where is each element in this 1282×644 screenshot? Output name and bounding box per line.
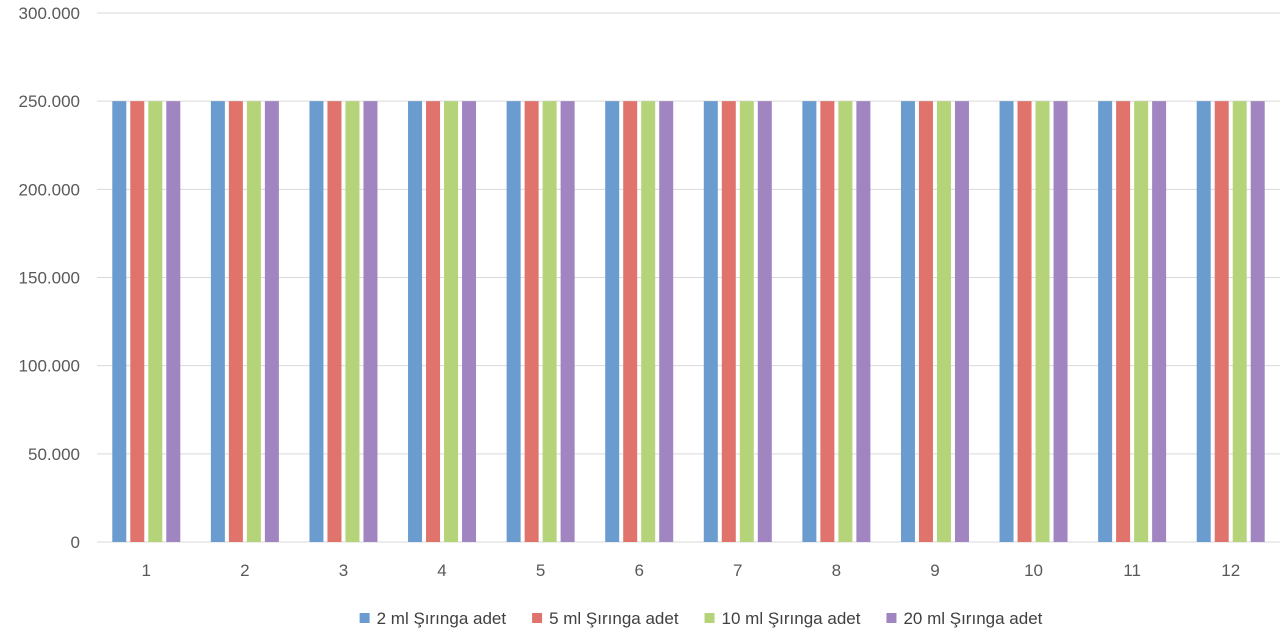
bar-2-6: [623, 101, 638, 543]
y-tick-label: 300.000: [19, 4, 80, 23]
bar-1-12: [1196, 101, 1211, 543]
bar-1-10: [999, 101, 1014, 543]
bar-1-11: [1098, 101, 1113, 543]
legend-label-2: 5 ml Şırınga adet: [549, 609, 679, 628]
bar-4-12: [1250, 101, 1265, 543]
bar-3-7: [739, 101, 754, 543]
bar-3-11: [1134, 101, 1149, 543]
x-tick-label: 5: [536, 561, 545, 580]
y-tick-label: 150.000: [19, 269, 80, 288]
bar-4-11: [1152, 101, 1167, 543]
y-tick-label: 100.000: [19, 357, 80, 376]
legend-label-4: 20 ml Şırınga adet: [903, 609, 1042, 628]
bar-2-7: [721, 101, 736, 543]
x-tick-label: 12: [1221, 561, 1240, 580]
x-tick-label: 11: [1123, 561, 1141, 580]
bar-1-2: [210, 101, 225, 543]
y-tick-label: 0: [71, 533, 80, 552]
bar-2-4: [426, 101, 441, 543]
bar-4-3: [363, 101, 378, 543]
x-tick-label: 9: [930, 561, 939, 580]
x-axis-ticks: 1 2 3 4 5 6 7 8 9 10 11 12: [142, 561, 1241, 580]
bar-4-9: [954, 101, 969, 543]
bar-3-9: [936, 101, 951, 543]
bar-2-8: [820, 101, 835, 543]
bar-4-1: [166, 101, 181, 543]
bar-4-8: [856, 101, 871, 543]
bar-4-10: [1053, 101, 1068, 543]
bar-2-10: [1017, 101, 1032, 543]
bar-3-5: [542, 101, 557, 543]
bar-1-3: [309, 101, 324, 543]
bar-2-1: [130, 101, 145, 543]
bar-3-3: [345, 101, 360, 543]
bar-2-2: [228, 101, 243, 543]
x-tick-label: 2: [240, 561, 249, 580]
bar-4-4: [462, 101, 477, 543]
x-tick-label: 8: [832, 561, 841, 580]
legend-swatch-4: [886, 613, 897, 623]
bar-2-9: [918, 101, 933, 543]
legend-swatch-2: [532, 613, 543, 623]
bar-1-7: [703, 101, 718, 543]
bar-4-7: [757, 101, 772, 543]
x-tick-label: 4: [437, 561, 446, 580]
x-tick-label: 1: [142, 561, 151, 580]
bar-1-5: [506, 101, 521, 543]
x-tick-label: 3: [339, 561, 348, 580]
bar-1-6: [605, 101, 620, 543]
bar-4-5: [560, 101, 575, 543]
y-tick-label: 250.000: [19, 92, 80, 111]
gridlines: [97, 12, 1280, 543]
x-tick-label: 7: [733, 561, 742, 580]
y-tick-label: 200.000: [19, 180, 80, 199]
bar-2-5: [524, 101, 539, 543]
bar-3-12: [1232, 101, 1247, 543]
bar-1-8: [802, 101, 817, 543]
legend-swatch-1: [359, 613, 370, 623]
bar-2-12: [1214, 101, 1229, 543]
x-tick-label: 10: [1024, 561, 1043, 580]
legend: 2 ml Şırınga adet 5 ml Şırınga adet 10 ml …: [359, 609, 1043, 628]
bars: [112, 101, 1265, 543]
bar-1-1: [112, 101, 127, 543]
bar-3-1: [148, 101, 163, 543]
legend-label-1: 2 ml Şırınga adet: [377, 609, 507, 628]
bar-1-9: [900, 101, 915, 543]
x-tick-label: 6: [634, 561, 643, 580]
legend-swatch-3: [704, 613, 715, 623]
y-tick-label: 50.000: [28, 445, 80, 464]
bar-3-2: [246, 101, 261, 543]
bar-4-2: [264, 101, 279, 543]
bar-3-8: [838, 101, 853, 543]
bar-3-10: [1035, 101, 1050, 543]
bar-4-6: [659, 101, 674, 543]
bar-1-4: [408, 101, 423, 543]
bar-3-6: [641, 101, 656, 543]
y-axis-ticks: 0 50.000 100.000 150.000 200.000 250.000 300.0…: [19, 4, 80, 552]
bar-2-3: [327, 101, 342, 543]
bar-2-11: [1116, 101, 1131, 543]
legend-label-3: 10 ml Şırınga adet: [722, 609, 861, 628]
bar-3-4: [444, 101, 459, 543]
